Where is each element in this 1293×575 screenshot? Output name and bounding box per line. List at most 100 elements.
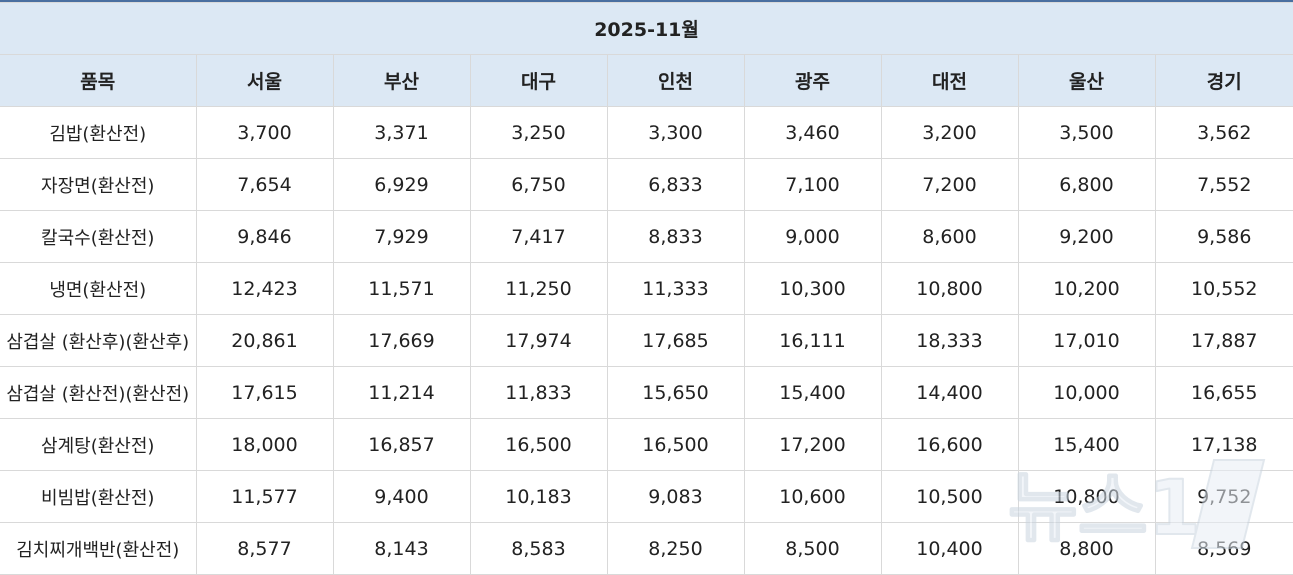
table-row: 삼겹살 (환산전)(환산전) 17,615 11,214 11,833 15,650 15…: [0, 366, 1293, 419]
item-name-cell: 자장면(환산전): [0, 158, 197, 211]
column-header-gwangju: 광주: [743, 54, 882, 107]
price-cell: 15,400: [743, 366, 882, 419]
price-cell: 17,974: [469, 314, 608, 367]
price-cell: 10,800: [1017, 470, 1156, 523]
price-cell: 9,400: [332, 470, 471, 523]
price-cell: 12,423: [195, 262, 334, 315]
price-cell: 9,846: [195, 210, 334, 263]
item-name-cell: 김밥(환산전): [0, 106, 197, 159]
price-cell: 7,929: [332, 210, 471, 263]
price-cell: 11,333: [606, 262, 745, 315]
price-cell: 9,586: [1154, 210, 1293, 263]
table-row: 김밥(환산전) 3,700 3,371 3,250 3,300 3,460 3,200 3,5…: [0, 106, 1293, 159]
price-cell: 10,600: [743, 470, 882, 523]
price-cell: 18,000: [195, 418, 334, 471]
price-cell: 3,371: [332, 106, 471, 159]
column-header-item: 품목: [0, 54, 197, 107]
price-cell: 8,569: [1154, 522, 1293, 575]
period-row: 2025-11월: [0, 2, 1293, 55]
price-cell: 8,250: [606, 522, 745, 575]
price-cell: 11,833: [469, 366, 608, 419]
price-cell: 8,800: [1017, 522, 1156, 575]
price-cell: 17,887: [1154, 314, 1293, 367]
price-cell: 10,500: [880, 470, 1019, 523]
table-row: 삼겹살 (환산후)(환산후) 20,861 17,669 17,974 17,685 16…: [0, 314, 1293, 367]
price-cell: 6,750: [469, 158, 608, 211]
price-cell: 17,200: [743, 418, 882, 471]
price-cell: 16,500: [606, 418, 745, 471]
table-body: 김밥(환산전) 3,700 3,371 3,250 3,300 3,460 3,200 3,5…: [0, 106, 1293, 575]
price-cell: 17,138: [1154, 418, 1293, 471]
item-name-cell: 삼계탕(환산전): [0, 418, 197, 471]
price-cell: 7,552: [1154, 158, 1293, 211]
table-row: 냉면(환산전) 12,423 11,571 11,250 11,333 10,300 10,…: [0, 262, 1293, 315]
table-row: 삼계탕(환산전) 18,000 16,857 16,500 16,500 17,200 16…: [0, 418, 1293, 471]
price-cell: 8,577: [195, 522, 334, 575]
price-cell: 8,600: [880, 210, 1019, 263]
price-cell: 17,685: [606, 314, 745, 367]
item-name-cell: 김치찌개백반(환산전): [0, 522, 197, 575]
price-cell: 8,583: [469, 522, 608, 575]
price-cell: 3,500: [1017, 106, 1156, 159]
column-header-seoul: 서울: [195, 54, 334, 107]
table-row: 김치찌개백반(환산전) 8,577 8,143 8,583 8,250 8,500 10,4…: [0, 522, 1293, 575]
column-header-row: 품목 서울 부산 대구 인천 광주 대전 울산 경기: [0, 54, 1293, 107]
table-row: 비빔밥(환산전) 11,577 9,400 10,183 9,083 10,600 10,5…: [0, 470, 1293, 523]
price-cell: 10,800: [880, 262, 1019, 315]
price-cell: 16,500: [469, 418, 608, 471]
price-cell: 9,000: [743, 210, 882, 263]
price-cell: 7,200: [880, 158, 1019, 211]
price-cell: 9,083: [606, 470, 745, 523]
price-cell: 16,857: [332, 418, 471, 471]
price-cell: 3,700: [195, 106, 334, 159]
price-cell: 3,250: [469, 106, 608, 159]
price-cell: 8,833: [606, 210, 745, 263]
column-header-gyeonggi: 경기: [1154, 54, 1293, 107]
price-cell: 6,800: [1017, 158, 1156, 211]
column-header-busan: 부산: [332, 54, 471, 107]
item-name-cell: 칼국수(환산전): [0, 210, 197, 263]
price-cell: 8,143: [332, 522, 471, 575]
price-cell: 11,577: [195, 470, 334, 523]
price-cell: 15,400: [1017, 418, 1156, 471]
price-cell: 20,861: [195, 314, 334, 367]
price-cell: 11,571: [332, 262, 471, 315]
price-cell: 10,200: [1017, 262, 1156, 315]
price-cell: 7,654: [195, 158, 334, 211]
price-cell: 3,300: [606, 106, 745, 159]
price-cell: 17,010: [1017, 314, 1156, 367]
item-name-cell: 냉면(환산전): [0, 262, 197, 315]
price-cell: 7,417: [469, 210, 608, 263]
price-cell: 3,460: [743, 106, 882, 159]
price-cell: 14,400: [880, 366, 1019, 419]
price-cell: 15,650: [606, 366, 745, 419]
price-cell: 8,500: [743, 522, 882, 575]
column-header-daejeon: 대전: [880, 54, 1019, 107]
price-cell: 9,752: [1154, 470, 1293, 523]
price-cell: 16,600: [880, 418, 1019, 471]
price-cell: 9,200: [1017, 210, 1156, 263]
price-cell: 10,400: [880, 522, 1019, 575]
price-cell: 16,655: [1154, 366, 1293, 419]
column-header-ulsan: 울산: [1017, 54, 1156, 107]
table-row: 자장면(환산전) 7,654 6,929 6,750 6,833 7,100 7,200 6,…: [0, 158, 1293, 211]
price-cell: 3,200: [880, 106, 1019, 159]
price-cell: 11,214: [332, 366, 471, 419]
column-header-daegu: 대구: [469, 54, 608, 107]
period-header: 2025-11월: [0, 2, 1293, 55]
price-cell: 17,615: [195, 366, 334, 419]
top-rule: [0, 0, 1293, 2]
item-name-cell: 삼겹살 (환산전)(환산전): [0, 366, 197, 419]
price-cell: 6,929: [332, 158, 471, 211]
price-cell: 6,833: [606, 158, 745, 211]
price-cell: 10,183: [469, 470, 608, 523]
price-cell: 17,669: [332, 314, 471, 367]
price-cell: 16,111: [743, 314, 882, 367]
item-name-cell: 비빔밥(환산전): [0, 470, 197, 523]
price-cell: 11,250: [469, 262, 608, 315]
price-cell: 7,100: [743, 158, 882, 211]
price-cell: 18,333: [880, 314, 1019, 367]
table-row: 칼국수(환산전) 9,846 7,929 7,417 8,833 9,000 8,600 9,…: [0, 210, 1293, 263]
price-cell: 10,300: [743, 262, 882, 315]
